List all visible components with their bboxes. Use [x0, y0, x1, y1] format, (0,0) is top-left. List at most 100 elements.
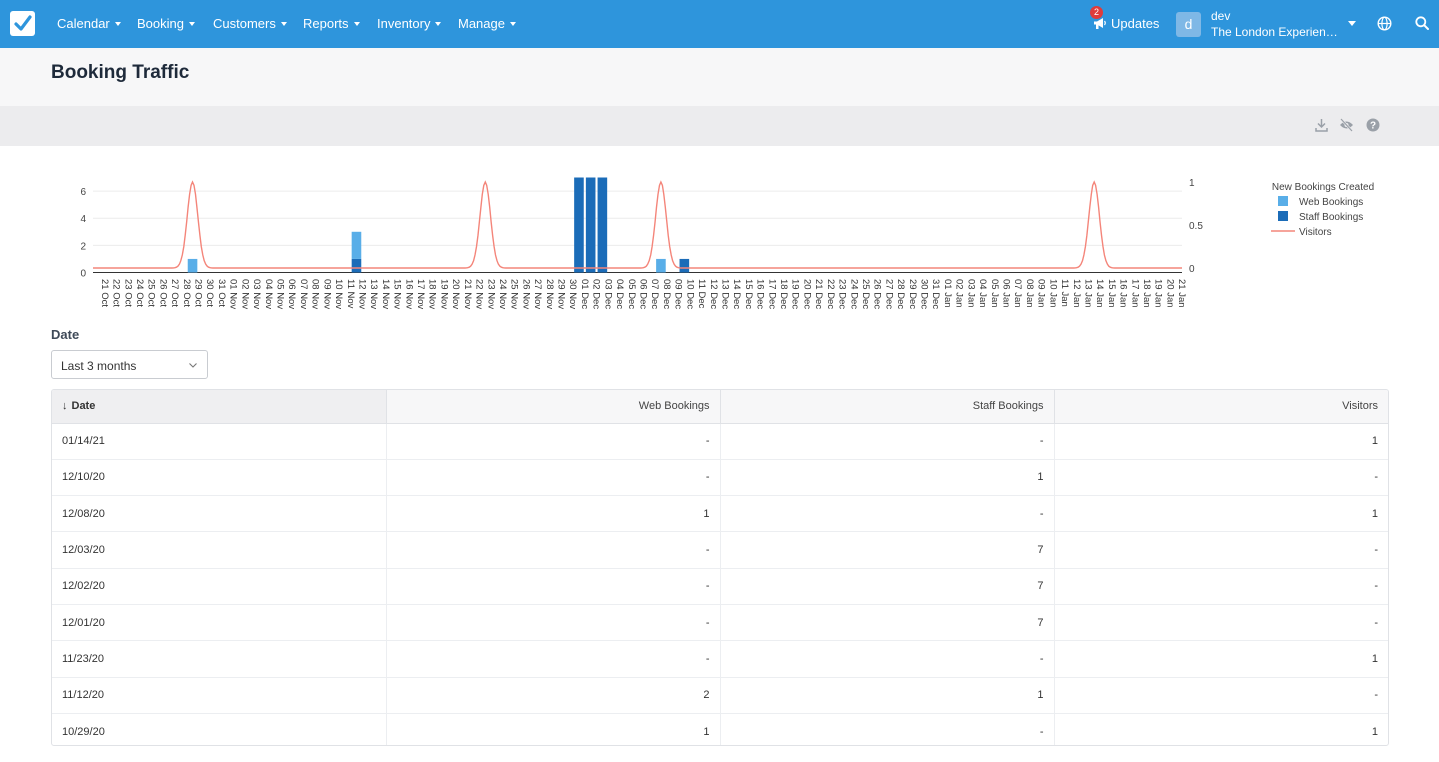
hide-eye-icon[interactable] — [1339, 118, 1354, 132]
x-tick-label: 08 Dec — [661, 279, 672, 309]
x-tick-label: 24 Nov — [497, 279, 508, 309]
x-tick-label: 19 Nov — [438, 279, 449, 309]
legend-swatch-staff-bookings — [1278, 211, 1288, 221]
x-tick-label: 05 Nov — [275, 279, 286, 309]
nav-calendar[interactable]: Calendar — [57, 16, 121, 31]
nav-reports[interactable]: Reports — [303, 16, 360, 31]
column-header-visitors[interactable]: Visitors — [1053, 390, 1388, 424]
cell-date: 11/23/20 — [52, 640, 386, 678]
cell-date: 12/03/20 — [52, 531, 386, 569]
x-tick-label: 21 Nov — [462, 279, 473, 309]
x-tick-label: 27 Oct — [169, 279, 180, 307]
x-tick-label: 25 Oct — [146, 279, 157, 307]
x-tick-label: 17 Jan — [1129, 279, 1140, 308]
updates-button[interactable]: Updates — [1093, 16, 1159, 31]
staff-bookings-bar — [679, 258, 690, 273]
x-tick-label: 22 Nov — [474, 279, 485, 309]
nav-booking[interactable]: Booking — [137, 16, 195, 31]
y-left-tick-label: 0 — [80, 269, 86, 280]
cell-staff-bookings: - — [719, 423, 1054, 460]
table-header-row: ↓ Date Web Bookings Staff Bookings Visito… — [52, 390, 1388, 424]
x-tick-label: 21 Dec — [813, 279, 824, 309]
x-tick-label: 13 Nov — [368, 279, 379, 309]
x-tick-label: 27 Dec — [883, 279, 894, 309]
page-header: Booking Traffic — [0, 48, 1439, 106]
cell-staff-bookings: 1 — [719, 677, 1054, 714]
x-tick-label: 03 Jan — [965, 279, 976, 308]
x-tick-label: 30 Oct — [204, 279, 215, 307]
y-left-tick-label: 4 — [80, 214, 86, 225]
x-tick-label: 02 Dec — [591, 279, 602, 309]
page-title: Booking Traffic — [51, 62, 190, 83]
nav-inventory[interactable]: Inventory — [377, 16, 442, 31]
x-tick-label: 10 Dec — [684, 279, 695, 309]
cell-web-bookings: - — [385, 604, 720, 642]
user-organization[interactable]: The London Experience Tours — [1211, 25, 1341, 39]
x-tick-label: 08 Nov — [310, 279, 321, 309]
nav-customers[interactable]: Customers — [213, 16, 287, 31]
x-tick-label: 06 Dec — [638, 279, 649, 309]
staff-bookings-bar — [574, 177, 584, 273]
updates-count-badge: 2 — [1090, 6, 1103, 19]
cell-staff-bookings: 7 — [719, 568, 1054, 605]
x-tick-label: 06 Jan — [1001, 279, 1012, 308]
cell-web-bookings: 1 — [385, 713, 720, 745]
cell-visitors: 1 — [1053, 423, 1388, 460]
cell-date: 01/14/21 — [52, 423, 386, 460]
table-row: 12/01/20-7- — [52, 604, 1388, 642]
cell-date: 12/10/20 — [52, 459, 386, 497]
cell-visitors: - — [1053, 568, 1388, 605]
x-tick-label: 09 Nov — [321, 279, 332, 309]
help-icon[interactable]: ? — [1366, 118, 1380, 132]
date-range-select[interactable]: Last 3 months — [51, 350, 208, 379]
x-tick-label: 14 Nov — [380, 279, 391, 309]
legend-swatch-web-bookings — [1278, 196, 1288, 206]
table-row: 11/23/20- -1 — [52, 640, 1388, 678]
x-tick-label: 11 Nov — [345, 279, 356, 309]
table-row: 12/08/20 1-1 — [52, 495, 1388, 533]
table-row: 11/12/20 2 1- — [52, 677, 1388, 714]
x-tick-label: 10 Nov — [333, 279, 344, 309]
chevron-down-icon — [114, 22, 121, 26]
x-tick-label: 14 Jan — [1094, 279, 1105, 308]
column-header-staff-bookings[interactable]: Staff Bookings — [719, 390, 1054, 424]
x-tick-label: 02 Jan — [954, 279, 965, 308]
x-tick-label: 28 Nov — [544, 279, 555, 309]
x-tick-label: 08 Jan — [1024, 279, 1035, 308]
x-tick-label: 17 Nov — [415, 279, 426, 309]
table-row: 12/03/20-7- — [52, 531, 1388, 569]
search-icon[interactable] — [1415, 16, 1429, 30]
x-tick-label: 01 Jan — [942, 279, 953, 308]
chevron-down-icon — [509, 22, 516, 26]
cell-staff-bookings: 7 — [719, 531, 1054, 569]
cell-staff-bookings: - — [719, 640, 1054, 678]
chevron-down-icon[interactable] — [1348, 21, 1356, 26]
x-tick-label: 31 Dec — [930, 279, 941, 309]
cell-date: 12/08/20 — [52, 495, 386, 533]
user-name[interactable]: dev — [1211, 9, 1231, 23]
top-navbar: Calendar Booking Customers Reports Inven… — [0, 0, 1439, 48]
table-row: 10/29/20 1-1 — [52, 713, 1388, 745]
legend-label-visitors: Visitors — [1299, 227, 1332, 238]
x-tick-label: 27 Nov — [532, 279, 543, 309]
globe-icon[interactable] — [1377, 16, 1392, 31]
nav-manage[interactable]: Manage — [458, 16, 516, 31]
y-right-tick-label: 0.5 — [1189, 221, 1203, 232]
column-header-web-bookings[interactable]: Web Bookings — [385, 390, 720, 424]
x-tick-label: 18 Jan — [1141, 279, 1152, 308]
column-header-date[interactable]: ↓ Date — [52, 390, 386, 424]
cell-staff-bookings: 1 — [719, 459, 1054, 497]
visitors-line — [93, 180, 1182, 269]
x-tick-label: 14 Dec — [731, 279, 742, 309]
cell-staff-bookings: - — [719, 713, 1054, 745]
x-tick-label: 04 Dec — [614, 279, 625, 309]
y-right-tick-label: 0 — [1189, 264, 1195, 275]
checkfront-logo[interactable] — [10, 11, 35, 36]
avatar[interactable]: d — [1176, 12, 1201, 37]
x-tick-label: 29 Oct — [193, 279, 204, 307]
x-tick-label: 03 Nov — [251, 279, 262, 309]
x-tick-label: 21 Jan — [1176, 279, 1187, 308]
download-icon[interactable] — [1315, 118, 1328, 132]
x-tick-label: 23 Nov — [485, 279, 496, 309]
x-tick-label: 10 Jan — [1047, 279, 1058, 308]
